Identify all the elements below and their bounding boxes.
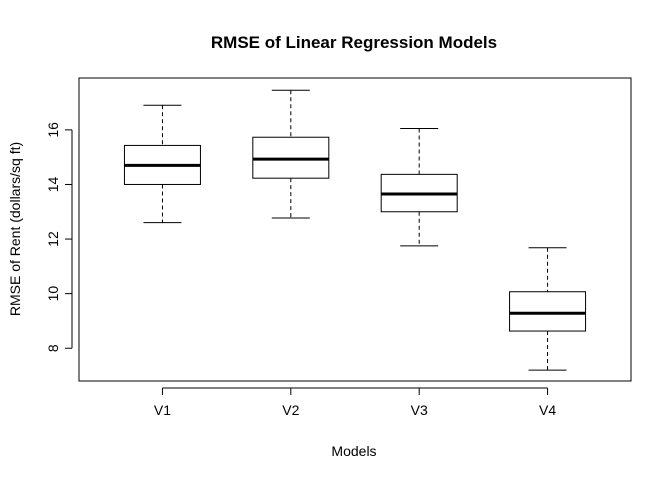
box-v4 [509, 291, 587, 332]
x-tick-label: V4 [539, 402, 556, 418]
plot-frame [78, 77, 632, 382]
y-tick-label: 16 [45, 122, 61, 138]
y-axis-label: RMSE of Rent (dollars/sq ft) [7, 142, 23, 316]
y-tick-label: 8 [45, 344, 61, 352]
chart-marks: 8 10 12 14 16 V1 V2 V3 V4 [45, 89, 587, 418]
x-axis-label: Models [331, 443, 376, 459]
chart-title: RMSE of Linear Regression Models [211, 33, 497, 52]
x-tick-label: V3 [411, 402, 428, 418]
y-tick-label: 10 [45, 286, 61, 302]
y-tick-label: 12 [45, 231, 61, 247]
y-tick-label: 14 [45, 176, 61, 192]
x-tick-label: V2 [282, 402, 299, 418]
x-tick-label: V1 [154, 402, 171, 418]
